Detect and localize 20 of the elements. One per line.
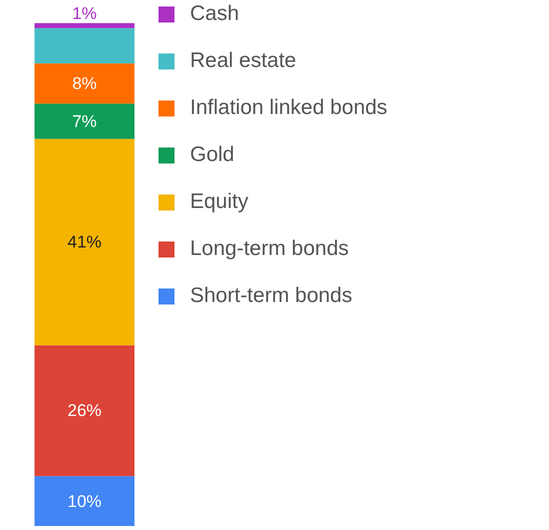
legend-label: Long-term bonds: [190, 236, 349, 262]
data-label: 26%: [67, 401, 102, 420]
data-label: 41%: [67, 232, 102, 252]
legend-label: Short-term bonds: [190, 282, 352, 308]
legend-label: Inflation linked bonds: [190, 94, 388, 120]
legend-label: Cash: [190, 0, 240, 26]
data-label: 10%: [67, 492, 102, 511]
legend-label: Real estate: [190, 48, 296, 74]
data-label: 7%: [72, 112, 97, 131]
bar: [34, 345, 134, 476]
bar: [34, 28, 134, 64]
data-label: 1%: [72, 4, 97, 24]
legend-label: Equity: [190, 188, 248, 214]
bar: [34, 476, 134, 526]
bar: [34, 23, 134, 28]
data-label: 8%: [72, 74, 97, 94]
legend-label: Gold: [190, 142, 234, 168]
bar: [34, 104, 134, 139]
bar: [34, 138, 134, 346]
bar: [34, 63, 134, 104]
